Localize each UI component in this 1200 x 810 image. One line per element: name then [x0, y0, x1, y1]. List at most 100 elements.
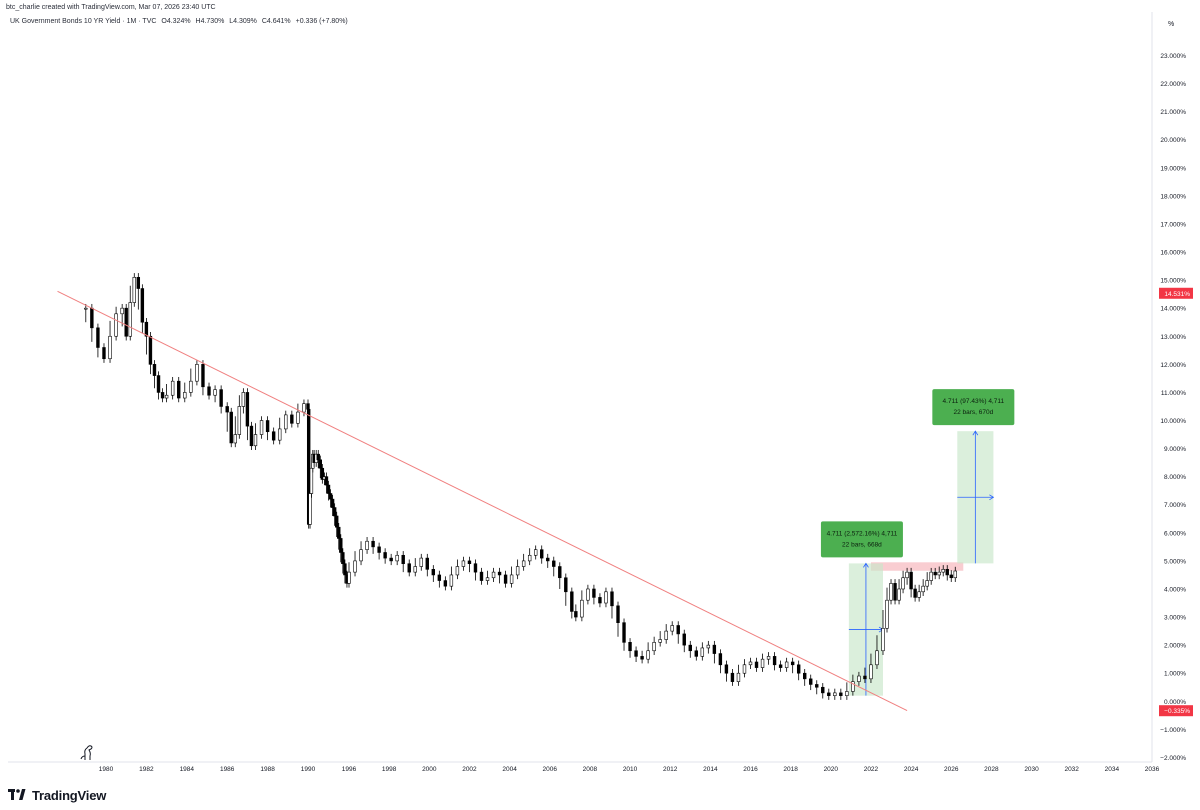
candle-body: [574, 611, 578, 618]
candle-body: [706, 644, 711, 649]
x-tick-label: 2016: [743, 766, 758, 773]
x-tick-label: 2008: [583, 766, 598, 773]
y-tick-label: 10.000%: [1160, 418, 1186, 425]
candle-body: [330, 498, 335, 508]
candle-body: [371, 540, 375, 548]
x-tick-label: 2028: [984, 766, 999, 773]
candle-body: [949, 574, 953, 579]
candle-body: [803, 672, 807, 680]
x-tick-label: 1984: [180, 766, 195, 773]
candle-body: [863, 675, 867, 680]
candle-body: [177, 380, 181, 399]
candle-body: [132, 276, 136, 303]
candle-body: [353, 560, 357, 573]
candle-body: [718, 653, 723, 666]
candle-body: [700, 647, 705, 657]
candle-body: [365, 540, 369, 550]
candle-body: [337, 526, 341, 539]
candle-body: [170, 380, 175, 396]
y-tick-label: 18.000%: [1160, 193, 1186, 200]
candle-body: [688, 644, 692, 652]
measure-label-text: 4.711 (97.43%) 4,711: [943, 398, 1005, 405]
tradingview-logo-icon: [8, 789, 26, 800]
candle-body: [395, 554, 399, 562]
candle-body: [156, 375, 161, 393]
candle-body: [425, 557, 429, 570]
candle-body: [108, 335, 112, 360]
candle-body: [796, 664, 801, 674]
candle-body: [748, 661, 753, 666]
downtrend-line[interactable]: [57, 290, 908, 712]
x-tick-label: 2022: [864, 766, 879, 773]
x-tick-label: 2024: [904, 766, 919, 773]
footer-branding: TradingView: [8, 786, 106, 804]
candle-body: [479, 571, 484, 581]
candle-body: [564, 577, 568, 593]
candle-body: [120, 307, 124, 315]
x-tick-label: 2018: [783, 766, 798, 773]
candle-body: [443, 580, 448, 587]
candle-body: [383, 552, 387, 559]
y-tick-label: 20.000%: [1160, 137, 1186, 144]
brand-name: TradingView: [32, 787, 107, 803]
candle-body: [241, 392, 246, 407]
candle-body: [527, 554, 532, 562]
candle-body: [881, 627, 885, 652]
candle-body: [401, 554, 405, 565]
candle-body: [622, 622, 626, 643]
measure-arrow-head: [989, 494, 995, 501]
candle-body: [265, 420, 270, 433]
candle-body: [616, 605, 620, 623]
candle-body: [515, 566, 520, 576]
candle-body: [913, 588, 917, 598]
candle-body: [339, 538, 343, 553]
candle-body: [857, 675, 861, 682]
y-tick-label: 23.000%: [1160, 53, 1186, 60]
candle-body: [284, 414, 288, 430]
candle-body: [271, 431, 276, 441]
candle-body: [580, 599, 584, 618]
candle-body: [332, 507, 337, 517]
legend-close: C4.641%: [261, 18, 291, 25]
candle-body: [90, 307, 94, 329]
candle-body: [449, 574, 454, 587]
y-tick-label: 14.000%: [1160, 306, 1186, 313]
y-tick-label: 19.000%: [1160, 165, 1186, 172]
candle-body: [937, 571, 941, 576]
x-tick-label: 2030: [1024, 766, 1039, 773]
price-tag-label: −0.335%: [1164, 708, 1190, 715]
measure-label-text: 22 bars, 668d: [842, 541, 882, 548]
candle-body: [148, 335, 153, 365]
candle-body: [461, 560, 466, 567]
y-tick-label: 21.000%: [1160, 109, 1186, 116]
candle-body: [324, 476, 329, 486]
candle-body: [343, 563, 347, 576]
candle-body: [552, 560, 556, 567]
candle-body: [201, 364, 205, 388]
candle-body: [326, 484, 331, 494]
x-tick-label: 1998: [382, 766, 397, 773]
candle-body: [96, 327, 100, 348]
y-tick-label: −1.000%: [1160, 727, 1186, 734]
candle-body: [885, 599, 889, 629]
measure-label-box: [932, 389, 1015, 426]
candle-body: [259, 420, 264, 435]
candle-body: [784, 661, 789, 668]
candle-body: [485, 577, 490, 581]
measure-arrow-head: [972, 430, 979, 436]
candle-body: [790, 661, 795, 666]
candle-body: [431, 569, 436, 576]
legend-symbol[interactable]: UK Government Bonds 10 YR Yield · 1M · T…: [10, 18, 157, 25]
candle-body: [316, 453, 320, 461]
candle-body: [195, 364, 199, 382]
candle-body: [308, 493, 312, 525]
candle-body: [640, 656, 644, 660]
candle-body: [670, 625, 674, 632]
y-tick-label: 17.000%: [1160, 221, 1186, 228]
candle-body: [634, 650, 638, 657]
candle-body: [347, 571, 351, 584]
candle-body: [84, 307, 88, 310]
candle-body: [318, 459, 322, 469]
price-axis-unit: %: [1168, 21, 1174, 28]
